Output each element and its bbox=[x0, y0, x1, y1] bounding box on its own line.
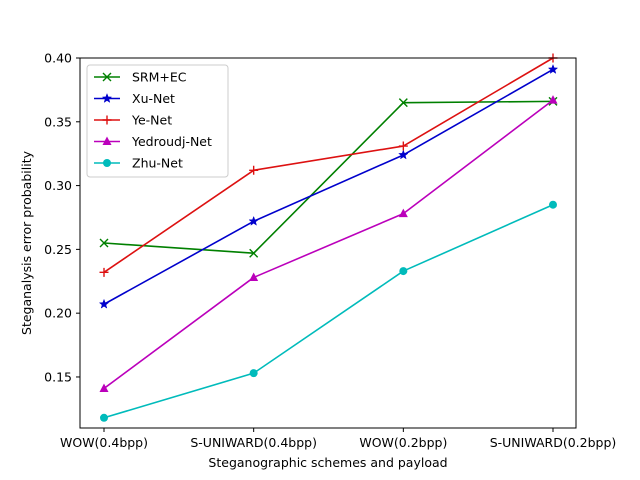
data-point bbox=[100, 413, 108, 422]
legend-entry: Xu-Net bbox=[94, 91, 175, 106]
data-point bbox=[549, 200, 557, 209]
data-point bbox=[398, 141, 408, 151]
legend-label: Xu-Net bbox=[132, 91, 175, 106]
plot-frame bbox=[79, 57, 577, 429]
legend: SRM+EC Xu-Net Ye-Net Yedroudj-Net Zhu-Net bbox=[86, 64, 229, 178]
data-point bbox=[548, 95, 558, 104]
data-point bbox=[249, 369, 258, 378]
data-point bbox=[547, 63, 559, 74]
legend-marker bbox=[103, 159, 111, 167]
x-tick-label: S-UNIWARD(0.4bpp) bbox=[190, 435, 317, 450]
series-line bbox=[103, 68, 554, 305]
legend-label: SRM+EC bbox=[132, 70, 187, 85]
series-line bbox=[103, 203, 554, 419]
legend-marker bbox=[102, 136, 112, 145]
data-point bbox=[248, 215, 259, 226]
y-axis: 0.15 0.20 0.25 0.30 0.35 0.40 bbox=[44, 51, 80, 384]
series-zhu-net bbox=[100, 200, 557, 422]
legend-marker bbox=[102, 72, 112, 82]
legend-entry: SRM+EC bbox=[94, 70, 187, 85]
legend-label: Zhu-Net bbox=[132, 156, 183, 171]
x-tick-label: WOW(0.4bpp) bbox=[60, 435, 148, 450]
series-xu-net bbox=[98, 63, 559, 309]
legend-box bbox=[86, 64, 229, 178]
data-point bbox=[249, 165, 259, 175]
legend-entry: Yedroudj-Net bbox=[94, 134, 212, 149]
x-axis-label: Steganographic schemes and payload bbox=[208, 455, 447, 470]
y-tick-label: 0.30 bbox=[44, 178, 72, 193]
data-point bbox=[98, 298, 110, 309]
x-axis: WOW(0.4bpp) S-UNIWARD(0.4bpp) WOW(0.2bpp) S… bbox=[60, 428, 616, 450]
legend-label: Ye-Net bbox=[131, 113, 172, 128]
y-tick-label: 0.25 bbox=[44, 242, 72, 257]
y-tick-label: 0.20 bbox=[44, 306, 72, 321]
series-yedroudj-net bbox=[99, 95, 558, 392]
data-point bbox=[398, 98, 408, 108]
data-point bbox=[249, 272, 259, 281]
series-layer bbox=[98, 53, 559, 422]
x-tick-label: S-UNIWARD(0.2bpp) bbox=[490, 435, 617, 450]
legend-marker bbox=[102, 115, 112, 125]
y-tick-label: 0.40 bbox=[44, 51, 72, 66]
data-point bbox=[99, 267, 109, 277]
data-point bbox=[398, 149, 409, 160]
y-tick-label: 0.35 bbox=[44, 114, 72, 129]
series-line bbox=[103, 99, 554, 390]
data-point bbox=[399, 267, 408, 276]
data-point bbox=[99, 383, 109, 392]
legend-label: Yedroudj-Net bbox=[131, 134, 212, 149]
y-tick-label: 0.15 bbox=[44, 369, 72, 384]
data-point bbox=[99, 238, 109, 248]
x-tick-label: WOW(0.2bpp) bbox=[359, 435, 447, 450]
legend-marker bbox=[101, 92, 113, 103]
legend-entry: Ye-Net bbox=[94, 113, 172, 128]
legend-entry: Zhu-Net bbox=[94, 156, 183, 171]
series-line bbox=[103, 57, 554, 274]
y-axis-label: Steganalysis error probability bbox=[19, 150, 34, 335]
data-point bbox=[249, 248, 259, 258]
data-point bbox=[398, 208, 408, 218]
